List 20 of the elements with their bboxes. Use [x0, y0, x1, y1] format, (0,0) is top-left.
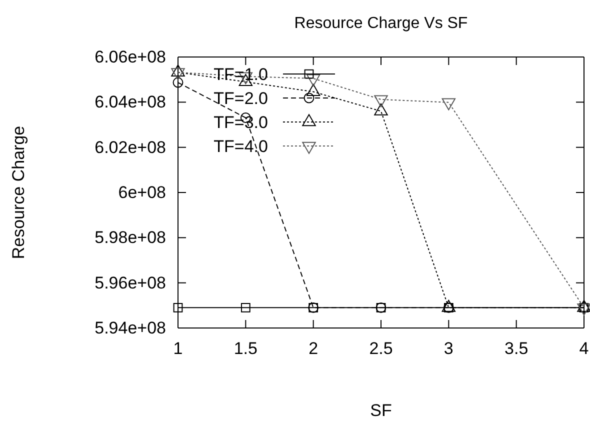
x-tick-label: 3.5 — [504, 339, 528, 358]
y-tick-label: 6.02e+08 — [94, 138, 166, 157]
x-axis-title: SF — [370, 401, 392, 420]
legend-label: TF=2.0 — [214, 89, 268, 108]
y-tick-label: 5.96e+08 — [94, 273, 166, 292]
y-tick-label: 5.98e+08 — [94, 228, 166, 248]
legend-label: TF=3.0 — [214, 113, 268, 132]
x-tick-label: 4 — [579, 339, 589, 358]
y-tick-label: 5.94e+08 — [94, 318, 166, 338]
y-axis-title: Resource Charge — [9, 126, 28, 260]
x-tick-label: 2 — [308, 339, 318, 358]
x-tick-label: 1 — [173, 339, 183, 358]
x-tick-label: 3 — [444, 339, 454, 358]
y-tick-label: 6.04e+08 — [94, 92, 166, 112]
y-tick-label: 6.06e+08 — [94, 47, 166, 66]
y-tick-label: 6e+08 — [118, 182, 166, 202]
chart-title: Resource Charge Vs SF — [294, 15, 468, 32]
x-tick-label: 1.5 — [234, 339, 258, 358]
legend-label: TF=4.0 — [214, 137, 268, 156]
x-tick-label: 2.5 — [369, 339, 393, 358]
